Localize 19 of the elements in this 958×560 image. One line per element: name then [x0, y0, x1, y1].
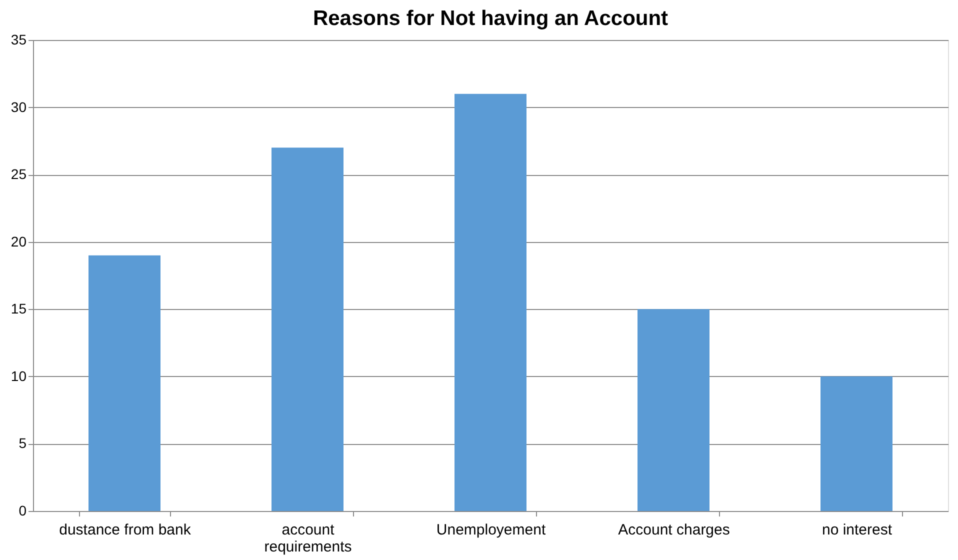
bar	[820, 376, 892, 511]
bar	[454, 94, 526, 511]
x-tick-label: account requirements	[264, 522, 352, 556]
x-tick-label: dustance from bank	[59, 522, 192, 538]
bar	[88, 255, 160, 511]
bar	[272, 148, 344, 511]
bar	[638, 309, 710, 511]
y-tick-label: 25	[10, 166, 27, 182]
y-tick-label: 0	[18, 502, 27, 518]
y-tick-label: 30	[10, 98, 27, 115]
y-tick-label: 10	[10, 368, 27, 384]
x-tick-label: Account charges	[618, 522, 730, 538]
y-tick-label: 5	[18, 435, 27, 452]
y-tick-label: 35	[10, 32, 27, 48]
y-tick-label: 15	[10, 300, 27, 317]
y-tick-label: 20	[10, 233, 27, 250]
x-tick-label: no interest	[822, 522, 893, 538]
x-tick-label: Unemployement	[436, 522, 546, 538]
chart-title: Reasons for Not having an Account	[312, 7, 668, 30]
